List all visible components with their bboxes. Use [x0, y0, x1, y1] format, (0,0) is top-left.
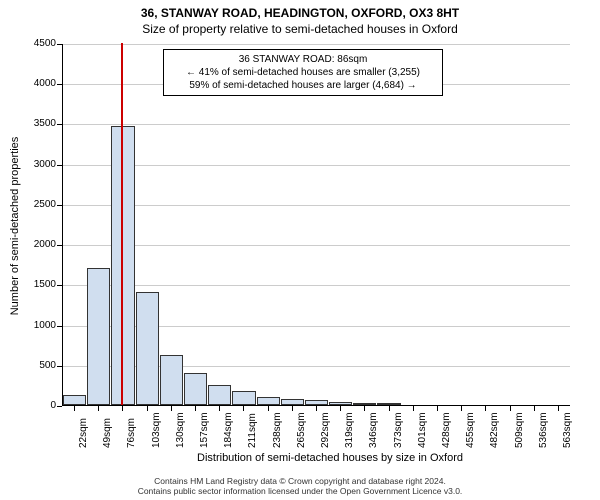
footer-line1: Contains HM Land Registry data © Crown c… [0, 476, 600, 486]
x-axis-label: 346sqm [368, 412, 379, 448]
histogram-bar [136, 292, 159, 405]
y-tick [57, 44, 62, 45]
histogram-bar [305, 400, 328, 405]
footer-line2: Contains public sector information licen… [0, 486, 600, 496]
x-axis-label: 373sqm [393, 412, 404, 448]
grid-line [63, 44, 570, 45]
x-tick [171, 406, 172, 411]
y-axis-label: 0 [6, 400, 56, 411]
x-axis-label: 292sqm [320, 412, 331, 448]
x-tick [510, 406, 511, 411]
marker-line [121, 43, 123, 405]
x-axis-label: 455sqm [465, 412, 476, 448]
x-axis-label: 22sqm [78, 418, 89, 448]
histogram-bar [208, 385, 231, 405]
x-tick [195, 406, 196, 411]
x-axis-label: 319sqm [344, 412, 355, 448]
y-axis-label: 3000 [6, 159, 56, 170]
x-tick [340, 406, 341, 411]
attribution-footer: Contains HM Land Registry data © Crown c… [0, 476, 600, 496]
histogram-bar [257, 397, 280, 405]
y-axis-label: 4000 [6, 78, 56, 89]
x-axis-label: 536sqm [538, 412, 549, 448]
grid-line [63, 205, 570, 206]
x-tick [98, 406, 99, 411]
y-axis-label: 2500 [6, 199, 56, 210]
chart-title-sub: Size of property relative to semi-detach… [0, 22, 600, 36]
y-tick [57, 326, 62, 327]
histogram-bar [377, 403, 400, 405]
plot-area: 36 STANWAY ROAD: 86sqm ← 41% of semi-det… [62, 44, 570, 406]
annotation-box: 36 STANWAY ROAD: 86sqm ← 41% of semi-det… [163, 49, 443, 96]
x-axis-label: 49sqm [102, 418, 113, 448]
x-tick [389, 406, 390, 411]
x-axis-label: 130sqm [175, 412, 186, 448]
y-tick [57, 285, 62, 286]
x-axis-label: 76sqm [126, 418, 137, 448]
histogram-bar [160, 355, 183, 405]
annotation-line2: ← 41% of semi-detached houses are smalle… [170, 66, 436, 79]
x-tick [558, 406, 559, 411]
histogram-bar [353, 403, 376, 405]
x-axis-label: 482sqm [489, 412, 500, 448]
histogram-bar [329, 402, 352, 405]
x-tick [147, 406, 148, 411]
x-axis-label: 184sqm [223, 412, 234, 448]
x-axis-label: 265sqm [296, 412, 307, 448]
y-axis-label: 1500 [6, 279, 56, 290]
x-axis-label: 157sqm [199, 412, 210, 448]
y-axis-label: 1000 [6, 320, 56, 331]
x-tick [219, 406, 220, 411]
y-axis-label: 3500 [6, 118, 56, 129]
y-tick [57, 366, 62, 367]
y-tick [57, 165, 62, 166]
x-axis-label: 103sqm [151, 412, 162, 448]
x-tick [461, 406, 462, 411]
y-axis-label: 500 [6, 360, 56, 371]
x-axis-label: 428sqm [441, 412, 452, 448]
grid-line [63, 165, 570, 166]
grid-line [63, 285, 570, 286]
y-tick [57, 84, 62, 85]
y-axis-label: 4500 [6, 38, 56, 49]
x-tick [292, 406, 293, 411]
histogram-bar [63, 395, 86, 405]
annotation-line3: 59% of semi-detached houses are larger (… [170, 79, 436, 92]
y-tick [57, 245, 62, 246]
x-tick [534, 406, 535, 411]
x-axis-title: Distribution of semi-detached houses by … [30, 452, 600, 464]
histogram-bar [281, 399, 304, 405]
x-tick [485, 406, 486, 411]
x-tick [316, 406, 317, 411]
x-axis-label: 509sqm [514, 412, 525, 448]
x-tick [437, 406, 438, 411]
annotation-line1: 36 STANWAY ROAD: 86sqm [170, 53, 436, 66]
x-tick [413, 406, 414, 411]
histogram-bar [87, 268, 110, 405]
grid-line [63, 124, 570, 125]
x-tick [268, 406, 269, 411]
y-tick [57, 406, 62, 407]
histogram-bar [232, 391, 255, 405]
chart-title-main: 36, STANWAY ROAD, HEADINGTON, OXFORD, OX… [0, 6, 600, 20]
x-axis-label: 238sqm [272, 412, 283, 448]
x-tick [122, 406, 123, 411]
grid-line [63, 245, 570, 246]
x-tick [243, 406, 244, 411]
y-axis-label: 2000 [6, 239, 56, 250]
y-tick [57, 205, 62, 206]
x-tick [74, 406, 75, 411]
histogram-bar [184, 373, 207, 405]
y-tick [57, 124, 62, 125]
x-axis-label: 563sqm [562, 412, 573, 448]
x-tick [364, 406, 365, 411]
x-axis-label: 211sqm [247, 413, 258, 448]
x-axis-label: 401sqm [417, 412, 428, 448]
y-axis-title: Number of semi-detached properties [9, 126, 21, 326]
